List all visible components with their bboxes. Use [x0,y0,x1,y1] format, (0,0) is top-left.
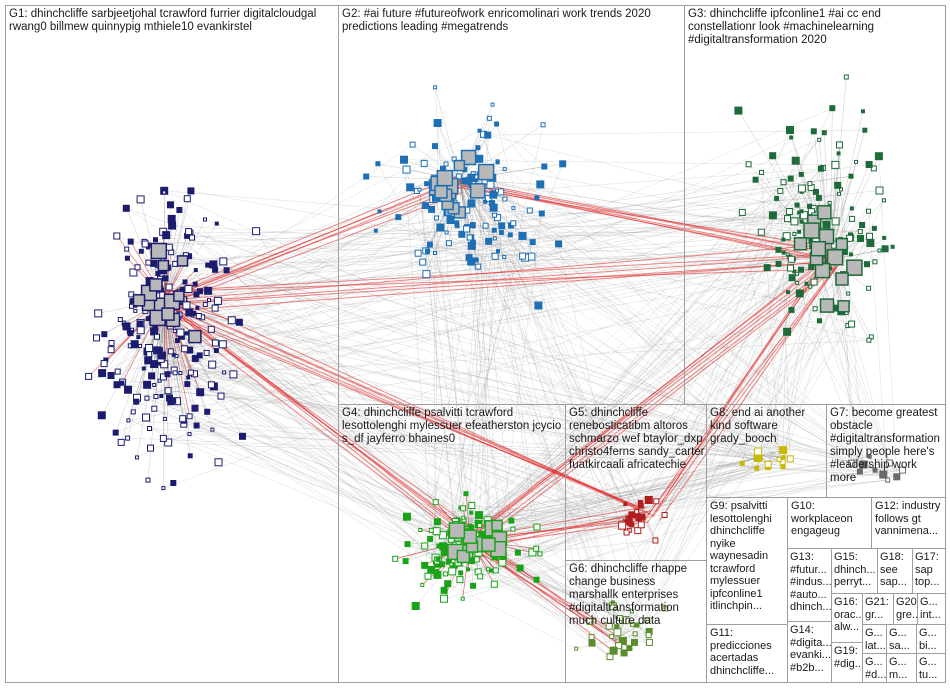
group-label-g5: G5: dhinchcliffe renebosticatibm altoros… [569,407,705,471]
group-label-g28: G... tu... [919,656,938,681]
group-label-g11: G11: predicciones acertadas dhinchcliffe… [710,627,775,677]
group-label-g12: G12: industry follows gt vannimena... [875,500,941,537]
group-label-g22: G... int... [920,596,941,621]
group-label-g17: G17: sap top... [915,551,940,588]
group-label-g2: G2: #ai future #futureofwork enricomolin… [342,8,651,33]
panel-g1 [5,5,339,683]
group-label-g21: G21: gr... [865,596,889,621]
vertex-nodes [85,74,906,661]
group-label-g7: G7: become greatest obstacle #digitaltra… [830,407,940,484]
group-label-g26: G... #d... [865,656,886,681]
group-label-g18: G18: see sap... [880,551,907,588]
group-label-g14: G14: #digita... evanki... #b2b... [790,624,831,674]
group-label-g6: G6: dhinchcliffe rhappe change business … [569,563,688,627]
group-label-g1: G1: dhinchcliffe sarbjeetjohal tcrawford… [9,8,317,33]
group-label-g10: G10: workplaceon engageug [791,500,853,537]
group-label-g25: G... bi... [919,627,937,652]
group-label-g27: G... m... [889,656,908,681]
group-label-g24: G... sa... [889,627,910,652]
group-label-g8: G8: end ai another kind software grady_b… [710,407,806,445]
group-label-g16: G16: orac... alw... [834,596,862,633]
group-label-g9: G9: psalvitti lesottolenghi dhinchcliffe… [710,500,772,612]
group-label-g4: G4: dhinchcliffe psalvitti tcrawford les… [342,407,562,445]
group-label-g19: G19: #dig... [834,645,862,670]
group-label-g20: G20: gre... co... [896,596,917,623]
panel-g28 [916,653,946,683]
group-label-g23: G... lat... [865,627,886,652]
group-label-g13: G13: #futur... #indus... #auto... dhinch… [790,551,831,613]
panel-g3 [684,5,946,405]
group-label-g3: G3: dhinchcliffe ipfconline1 #ai cc end … [688,8,881,46]
panel-g2 [338,5,685,405]
group-label-g15: G15: dhinch... perryt... [834,551,876,588]
